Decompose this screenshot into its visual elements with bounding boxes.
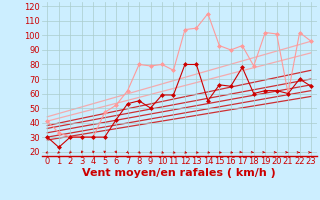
- X-axis label: Vent moyen/en rafales ( km/h ): Vent moyen/en rafales ( km/h ): [82, 168, 276, 178]
